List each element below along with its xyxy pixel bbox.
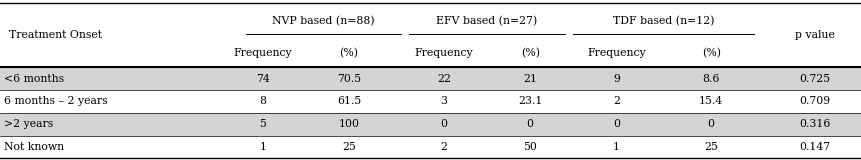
Text: 0: 0	[526, 119, 533, 129]
Text: 1: 1	[612, 142, 619, 152]
Text: <6 months: <6 months	[4, 74, 65, 84]
Text: 100: 100	[338, 119, 359, 129]
Text: (%): (%)	[701, 48, 720, 58]
Text: 50: 50	[523, 142, 536, 152]
Text: 0: 0	[440, 119, 447, 129]
Text: 23.1: 23.1	[517, 96, 542, 106]
Text: Treatment Onset: Treatment Onset	[9, 30, 102, 40]
Text: 0: 0	[707, 119, 714, 129]
Text: 9: 9	[612, 74, 619, 84]
Text: 0: 0	[612, 119, 619, 129]
Text: Not known: Not known	[4, 142, 65, 152]
Text: 1: 1	[259, 142, 266, 152]
Text: EFV based (n=27): EFV based (n=27)	[436, 16, 537, 26]
Text: NVP based (n=88): NVP based (n=88)	[271, 16, 375, 26]
Text: 6 months – 2 years: 6 months – 2 years	[4, 96, 108, 106]
Bar	[0, 113, 861, 136]
Text: Frequency: Frequency	[586, 48, 645, 58]
Text: 2: 2	[612, 96, 619, 106]
Text: TDF based (n=12): TDF based (n=12)	[612, 16, 714, 26]
Text: Frequency: Frequency	[233, 48, 292, 58]
Text: 25: 25	[342, 142, 356, 152]
Text: 61.5: 61.5	[337, 96, 361, 106]
Text: 0.316: 0.316	[798, 119, 829, 129]
Text: (%): (%)	[520, 48, 539, 58]
Text: 25: 25	[703, 142, 717, 152]
Text: 5: 5	[259, 119, 266, 129]
Text: 21: 21	[523, 74, 536, 84]
Text: >2 years: >2 years	[4, 119, 53, 129]
Text: 0.709: 0.709	[798, 96, 829, 106]
Text: 74: 74	[256, 74, 269, 84]
Text: 3: 3	[440, 96, 447, 106]
Text: 22: 22	[437, 74, 450, 84]
Text: 0.147: 0.147	[798, 142, 829, 152]
Text: (%): (%)	[339, 48, 358, 58]
Text: 8.6: 8.6	[702, 74, 719, 84]
Text: Frequency: Frequency	[414, 48, 473, 58]
Text: 0.725: 0.725	[798, 74, 829, 84]
Text: 8: 8	[259, 96, 266, 106]
Bar	[0, 67, 861, 90]
Text: p value: p value	[794, 30, 833, 40]
Text: 70.5: 70.5	[337, 74, 361, 84]
Text: 2: 2	[440, 142, 447, 152]
Text: 15.4: 15.4	[698, 96, 722, 106]
